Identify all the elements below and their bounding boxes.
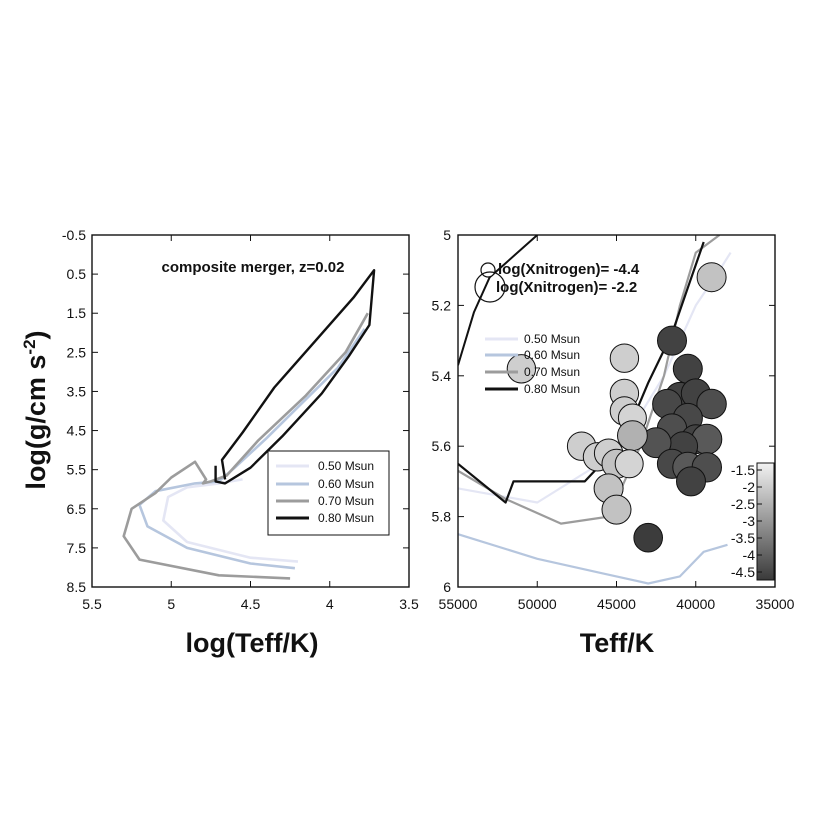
- left-y-tick-label: 7.5: [67, 540, 87, 556]
- left-legend: 0.50 Msun 0.60 Msun 0.70 Msun 0.80 Msun: [267, 450, 390, 536]
- left-legend-label-070: 0.70 Msun: [318, 494, 374, 508]
- right-x-tick-label: 50000: [518, 596, 557, 612]
- left-track-2: [138, 328, 366, 570]
- left-legend-label-050: 0.50 Msun: [318, 459, 374, 473]
- size-legend: log(Xnitrogen)= -4.4 log(Xnitrogen)= -2.…: [474, 261, 640, 303]
- svg-text:log(g/cm s-2): log(g/cm s-2): [20, 330, 51, 489]
- right-upper-track: [458, 235, 538, 366]
- data-point: [617, 420, 648, 452]
- left-y-tick-label: 1.5: [67, 305, 87, 321]
- colorbar: -1.5-2-2.5-3-3.5-4-4.5: [731, 462, 775, 581]
- colorbar-tick-label: -1.5: [731, 462, 755, 478]
- right-y-tick-label: 5.4: [432, 368, 452, 384]
- data-point: [506, 354, 537, 384]
- left-ticks: 5.5 5 4.5 4 3.5 -0.5 0.5 1.5 2.5 3.5 4.5 5.5 6.5 7.5 8…: [62, 227, 419, 612]
- left-panel: 5.5 5 4.5 4 3.5 -0.5 0.5 1.5 2.5 3.5 4.5 5.5 6.5 7.5 8…: [20, 227, 419, 658]
- left-x-tick-label: 5.5: [82, 596, 102, 612]
- data-point: [696, 262, 727, 293]
- data-point: [601, 494, 632, 525]
- right-legend-label-080: 0.80 Msun: [524, 382, 580, 396]
- left-legend-label-080: 0.80 Msun: [318, 511, 374, 525]
- colorbar-tick-label: -2.5: [731, 496, 755, 512]
- right-y-tick-label: 5.2: [432, 297, 452, 313]
- colorbar-tick-label: -2: [743, 479, 756, 495]
- right-x-tick-label: 55000: [439, 596, 478, 612]
- data-point: [696, 388, 727, 420]
- size-legend-small-marker: [480, 262, 496, 278]
- left-y-tick-label: 3.5: [67, 383, 87, 399]
- left-track-3: [122, 312, 369, 580]
- left-x-tick-label: 5: [167, 596, 175, 612]
- right-y-tick-label: 5.6: [432, 438, 452, 454]
- colorbar-tick-label: -4: [743, 547, 756, 563]
- data-point: [609, 343, 640, 373]
- colorbar-ticks: -1.5-2-2.5-3-3.5-4-4.5: [731, 462, 762, 580]
- data-point: [614, 449, 644, 479]
- colorbar-tick-label: -3.5: [731, 530, 755, 546]
- left-y-axis-label: log(g/cm s-2): [20, 330, 51, 489]
- right-legend: 0.50 Msun 0.60 Msun 0.70 Msun 0.80 Msun: [485, 332, 580, 396]
- left-y-axis-label-main: log(g/cm s: [21, 355, 51, 490]
- right-track-2: [458, 533, 728, 585]
- left-x-tick-label: 3.5: [399, 596, 419, 612]
- right-legend-label-050: 0.50 Msun: [524, 332, 580, 346]
- left-y-tick-label: 2.5: [67, 344, 87, 360]
- right-legend-label-060: 0.60 Msun: [524, 348, 580, 362]
- right-y-tick-label: 6: [443, 579, 451, 595]
- right-x-tick-label: 35000: [756, 596, 795, 612]
- right-legend-label-070: 0.70 Msun: [524, 365, 580, 379]
- right-points: [506, 262, 727, 553]
- left-track-4: [214, 269, 376, 485]
- left-y-tick-label: 0.5: [67, 266, 87, 282]
- left-x-tick-label: 4: [326, 596, 334, 612]
- size-legend-large-marker: [474, 271, 506, 303]
- left-x-tick-label: 4.5: [241, 596, 261, 612]
- right-panel: 55000 50000 45000 40000 3500055.25.45.65.86 …: [432, 227, 795, 658]
- left-y-axis-label-sup: -2: [20, 339, 39, 354]
- colorbar-tick-label: -4.5: [731, 564, 755, 580]
- data-point: [676, 466, 706, 497]
- data-point: [657, 325, 687, 356]
- right-plot-area: [458, 235, 732, 585]
- right-ticks: 55000 50000 45000 40000 35000 5 5.2 5.4 5.6 5.8 6: [432, 227, 795, 612]
- left-tracks: [122, 269, 376, 580]
- left-chart-title: composite merger, z=0.02: [161, 259, 344, 276]
- left-y-tick-label: -0.5: [62, 227, 86, 243]
- right-y-tick-label: 5.8: [432, 509, 452, 525]
- colorbar-tick-label: -3: [743, 513, 756, 529]
- left-y-tick-label: 5.5: [67, 462, 87, 478]
- right-x-tick-label: 40000: [676, 596, 715, 612]
- left-y-axis-label-close: ): [21, 330, 51, 339]
- right-x-tick-label: 45000: [597, 596, 636, 612]
- left-y-tick-label: 8.5: [67, 579, 87, 595]
- size-legend-label-large: log(Xnitrogen)= -2.2: [496, 279, 637, 296]
- right-x-axis-label: Teff/K: [580, 628, 655, 658]
- left-x-axis-label: log(Teff/K): [186, 628, 319, 658]
- right-y-tick-label: 5: [443, 227, 451, 243]
- size-legend-label-small: log(Xnitrogen)= -4.4: [498, 261, 640, 278]
- data-point: [633, 522, 664, 553]
- left-legend-label-060: 0.60 Msun: [318, 477, 374, 491]
- left-y-tick-label: 4.5: [67, 423, 87, 439]
- left-track-1: [162, 478, 299, 563]
- left-y-tick-label: 6.5: [67, 501, 87, 517]
